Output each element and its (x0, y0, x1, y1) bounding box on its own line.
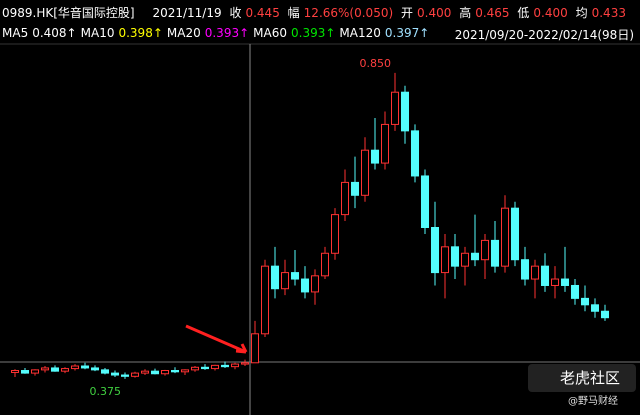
value: 12.66%(0.050) (303, 6, 394, 20)
ma-name: MA5 (2, 26, 29, 40)
value: 0.445 (245, 6, 280, 20)
candle-body (101, 369, 109, 374)
candle-body (31, 369, 39, 374)
candle-body (431, 227, 439, 274)
ma-name: MA20 (166, 26, 201, 40)
candle-body (261, 265, 269, 335)
candle-body (91, 367, 99, 371)
watermark: 老虎社区 (560, 369, 620, 387)
candle-body (41, 367, 49, 371)
candle-body (81, 365, 89, 369)
candle-body (501, 207, 509, 267)
candle-body (21, 370, 29, 374)
candle-body (51, 367, 59, 372)
candle-body (401, 91, 409, 132)
watermark-source: @野马财经 (568, 394, 618, 407)
candle-body (521, 259, 529, 280)
candle-body (191, 366, 199, 371)
candle-body (341, 181, 349, 216)
candle-body (591, 304, 599, 312)
candle-body (241, 362, 249, 365)
candle-body (291, 272, 299, 280)
candle-body (581, 297, 589, 306)
label: 收 (229, 6, 242, 20)
candle-body (211, 364, 219, 370)
label: 高 (459, 6, 472, 20)
candle-body (301, 278, 309, 293)
label: 幅 (287, 6, 300, 20)
date: 2021/11/19 (152, 6, 222, 20)
candle-body (281, 272, 289, 290)
ma-value: 0.393↑ (204, 26, 250, 40)
candle-body (411, 130, 419, 177)
ma-value: 0.397↑ (384, 26, 430, 40)
date-range: 2021/09/20-2022/02/14(98日) (454, 28, 634, 42)
candle-body (481, 239, 489, 261)
code: 0989.HK[华音国际控股] (2, 6, 135, 20)
annotation: 0.850 (360, 57, 392, 70)
value: 0.400 (533, 6, 568, 20)
candle-body (141, 370, 149, 374)
candle-body (391, 91, 399, 125)
candle-body (221, 364, 229, 368)
candle-body (61, 368, 69, 372)
ma-name: MA10 (80, 26, 115, 40)
candle-body (551, 278, 559, 286)
candle-body (171, 370, 179, 373)
candle-body (381, 123, 389, 164)
candle-body (321, 252, 329, 277)
candle-body (571, 284, 579, 299)
candle-body (311, 275, 319, 293)
candle-body (371, 149, 379, 164)
value: 0.465 (475, 6, 510, 20)
candle-body (541, 265, 549, 286)
label: 低 (517, 6, 530, 20)
ma-value: 0.398↑ (118, 26, 163, 40)
ma-value: 0.408↑ (32, 26, 77, 40)
value: 0.433 (591, 6, 626, 20)
candle-body (201, 366, 209, 370)
arrow (185, 324, 248, 354)
candle-body (451, 246, 459, 267)
watermark-box (528, 364, 636, 392)
label: 均 (575, 6, 588, 20)
candle-body (331, 214, 339, 254)
ma-name: MA60 (253, 26, 287, 40)
candle-body (111, 372, 119, 376)
candle-body (131, 372, 139, 377)
candle-body (511, 207, 519, 261)
candle-body (561, 278, 569, 286)
quote-row: 0989.HK[华音国际控股] 2021/11/19 收 0.445 幅 12.66… (2, 4, 630, 21)
ma-row: MA5 0.408↑ MA10 0.398↑ MA20 0.393↑ MA60 0.393↑ M… (2, 26, 638, 42)
candle-body (351, 181, 359, 196)
candle-body (471, 252, 479, 261)
candle-body (151, 370, 159, 375)
value: 0.400 (417, 6, 452, 20)
candle-body (161, 370, 169, 375)
candle-body (601, 310, 609, 319)
candle-body (421, 175, 429, 228)
annotation: 0.375 (90, 385, 122, 398)
candle-body (461, 252, 469, 267)
candle-body (491, 239, 499, 267)
candle-body (361, 149, 369, 196)
candle-body (441, 246, 449, 274)
ma-name: MA120 (339, 26, 381, 40)
candle-body (11, 370, 19, 373)
candle-body (121, 374, 129, 377)
label: 开 (400, 6, 413, 20)
ma-value: 0.393↑ (291, 26, 336, 40)
candle-body (231, 363, 239, 368)
candle-body (251, 333, 259, 364)
candle-body (271, 265, 279, 290)
candle-body (181, 369, 189, 373)
candle-body (71, 365, 79, 370)
candle-body (531, 265, 539, 280)
